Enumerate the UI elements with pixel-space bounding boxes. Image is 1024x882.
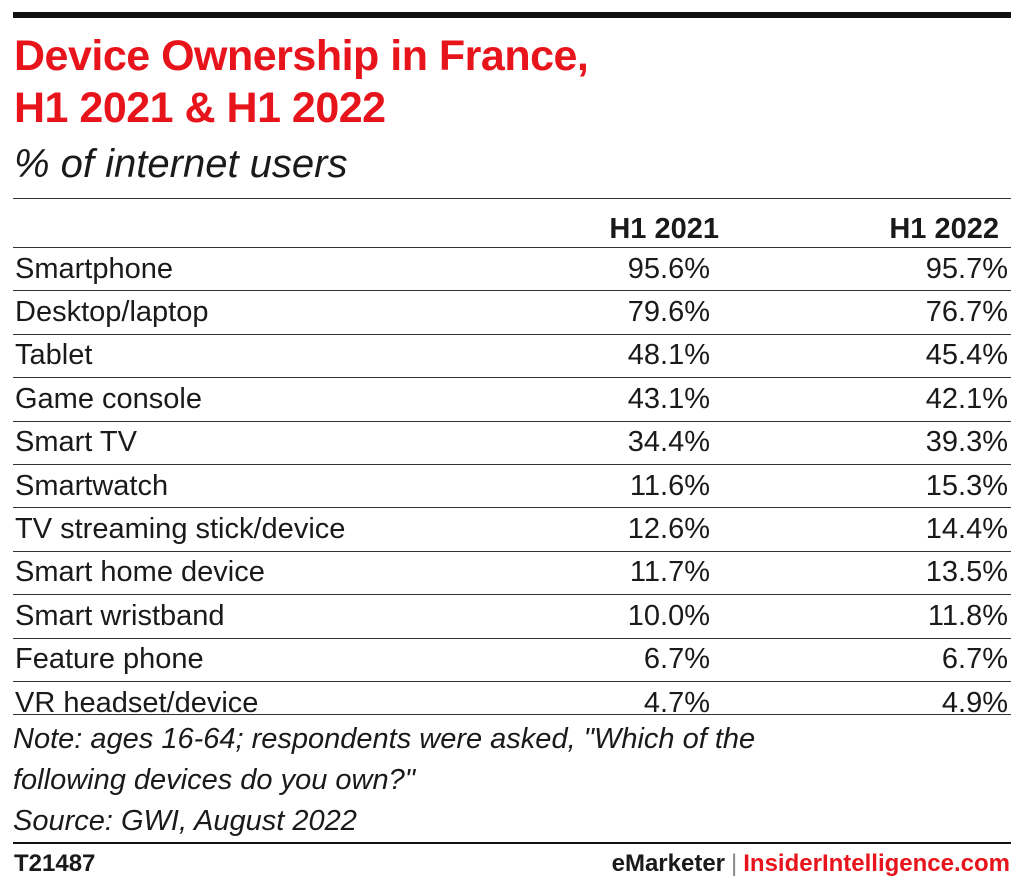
value-h1-2021: 12.6%	[627, 513, 710, 546]
chart-title-line-1: Device Ownership in France,	[14, 32, 589, 80]
value-h1-2022: 14.4%	[925, 513, 1008, 546]
top-rule	[13, 12, 1011, 18]
row-label: Smart TV	[15, 426, 137, 459]
value-h1-2021: 10.0%	[627, 599, 710, 632]
source-line: Source: GWI, August 2022	[13, 805, 357, 837]
chart-title: Device Ownership in France, H1 2021 & H1…	[14, 30, 1004, 134]
row-label: TV streaming stick/device	[15, 513, 346, 546]
value-h1-2021: 43.1%	[627, 382, 710, 415]
brand-emarketer: eMarketer	[611, 850, 726, 877]
brand-insider-intelligence-link[interactable]: InsiderIntelligence.com	[743, 850, 1010, 877]
table-row: Tablet 48.1% 45.4%	[13, 333, 1011, 377]
table-body: Smartphone 95.6% 95.7% Desktop/laptop 79.6% 7…	[13, 247, 1011, 724]
value-h1-2021: 79.6%	[627, 296, 710, 329]
table-row: Smart TV 34.4% 39.3%	[13, 420, 1011, 464]
value-h1-2022: 42.1%	[925, 382, 1008, 415]
data-table: H1 2021 H1 2022 Smartphone 95.6% 95.7% Desk…	[13, 198, 1011, 724]
row-label: Smart home device	[15, 556, 265, 589]
value-h1-2022: 45.4%	[925, 339, 1008, 372]
value-h1-2021: 48.1%	[627, 339, 710, 372]
brand-separator: |	[731, 850, 738, 877]
note-line-1: Note: ages 16-64; respondents were asked…	[13, 723, 756, 755]
row-label: Feature phone	[15, 643, 204, 676]
value-h1-2022: 15.3%	[925, 469, 1008, 502]
value-h1-2022: 4.9%	[941, 686, 1008, 719]
bottom-rule	[13, 842, 1011, 844]
table-row: Desktop/laptop 79.6% 76.7%	[13, 290, 1011, 333]
chart-title-line-2: H1 2021 & H1 2022	[14, 84, 386, 132]
chart-subtitle: % of internet users	[14, 142, 348, 186]
note-line-2: following devices do you own?"	[13, 764, 416, 796]
value-h1-2021: 11.6%	[629, 469, 710, 502]
row-label: Smartphone	[15, 252, 173, 285]
table-row: TV streaming stick/device 12.6% 14.4%	[13, 507, 1011, 550]
table-row: Smart home device 11.7% 13.5%	[13, 550, 1011, 594]
row-label: Game console	[15, 382, 202, 415]
value-h1-2021: 11.7%	[629, 556, 710, 589]
value-h1-2022: 76.7%	[925, 296, 1008, 329]
table-row: VR headset/device 4.7% 4.9%	[13, 680, 1011, 724]
value-h1-2021: 34.4%	[627, 426, 710, 459]
row-label: Tablet	[15, 339, 93, 372]
row-label: Smartwatch	[15, 469, 169, 502]
row-label: Desktop/laptop	[15, 296, 209, 329]
table-row: Smart wristband 10.0% 11.8%	[13, 594, 1011, 637]
value-h1-2022: 11.8%	[927, 599, 1008, 632]
value-h1-2021: 95.6%	[627, 252, 710, 285]
value-h1-2022: 95.7%	[925, 252, 1008, 285]
chart-id: T21487	[14, 850, 96, 877]
value-h1-2021: 6.7%	[643, 643, 710, 676]
table-row: Smartwatch 11.6% 15.3%	[13, 463, 1011, 507]
chart-note: Note: ages 16-64; respondents were asked…	[13, 714, 1011, 842]
value-h1-2022: 6.7%	[941, 643, 1008, 676]
row-label: VR headset/device	[15, 686, 259, 719]
table-row: Feature phone 6.7% 6.7%	[13, 637, 1011, 681]
table-header-row: H1 2021 H1 2022	[13, 198, 1011, 247]
row-label: Smart wristband	[15, 599, 225, 632]
column-header-h1-2022: H1 2022	[889, 212, 999, 245]
table-row: Smartphone 95.6% 95.7%	[13, 247, 1011, 290]
value-h1-2022: 39.3%	[925, 426, 1008, 459]
column-header-h1-2021: H1 2021	[609, 212, 719, 245]
value-h1-2022: 13.5%	[925, 556, 1008, 589]
table-row: Game console 43.1% 42.1%	[13, 377, 1011, 420]
value-h1-2021: 4.7%	[643, 686, 710, 719]
brand-footer: eMarketer | InsiderIntelligence.com	[612, 848, 1010, 880]
